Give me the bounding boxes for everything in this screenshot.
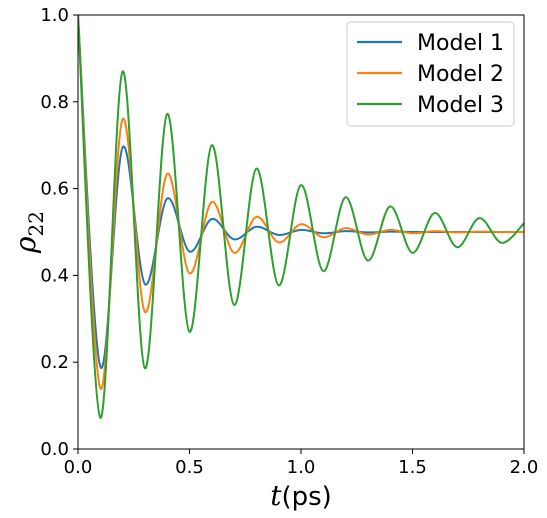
x-axis-label-unit: (ps) [281,482,331,512]
y-axis-label: ρ22 [9,211,48,254]
x-tick-label: 1.5 [398,457,427,478]
y-tick-label: 0.8 [40,92,69,113]
legend-label-1: Model 1 [417,31,504,56]
y-tick-label: 0.2 [40,352,69,373]
series-line-3 [78,15,524,419]
x-tick-label: 2.0 [510,457,539,478]
axis-ticks: 0.0 0.5 1.0 1.5 2.0 0.0 0.2 0.4 0.6 0.8 1.0 [40,5,538,478]
legend-box [346,21,515,127]
x-axis-label-symbol: t [270,479,282,512]
series-line-2 [78,15,524,390]
y-axis-label-subscript: 22 [24,211,48,236]
legend-label-2: Model 2 [417,62,504,87]
plot-area [78,15,524,419]
x-tick-label: 1.0 [287,457,316,478]
y-tick-label: 0.6 [40,179,69,200]
legend-label-3: Model 3 [417,93,504,118]
y-tick-label: 1.0 [40,5,69,26]
x-axis-label: t(ps) [270,479,332,512]
x-tick-label: 0.0 [64,457,93,478]
y-tick-label: 0.4 [40,265,69,286]
x-tick-label: 0.5 [175,457,204,478]
y-tick-label: 0.0 [40,439,69,460]
y-axis-label-symbol: ρ [9,236,42,254]
legend: Model 1 Model 2 Model 3 [346,21,515,127]
